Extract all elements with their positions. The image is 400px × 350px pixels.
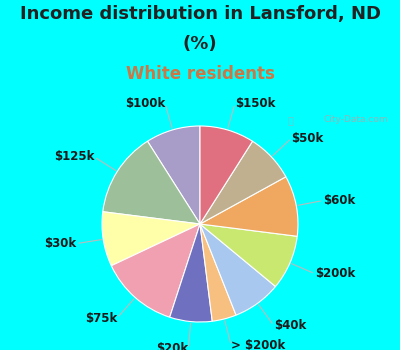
Wedge shape bbox=[170, 224, 212, 322]
Wedge shape bbox=[103, 141, 200, 224]
Wedge shape bbox=[200, 177, 298, 236]
Text: $150k: $150k bbox=[235, 97, 275, 110]
Text: $30k: $30k bbox=[44, 237, 76, 250]
Text: Income distribution in Lansford, ND: Income distribution in Lansford, ND bbox=[20, 5, 380, 23]
Text: > $200k: > $200k bbox=[231, 339, 286, 350]
Text: $20k: $20k bbox=[156, 342, 188, 350]
Wedge shape bbox=[102, 212, 200, 266]
Text: $125k: $125k bbox=[54, 150, 94, 163]
Wedge shape bbox=[200, 141, 286, 224]
Wedge shape bbox=[200, 126, 252, 224]
Wedge shape bbox=[200, 224, 297, 286]
Text: ⓘ: ⓘ bbox=[288, 115, 294, 125]
Wedge shape bbox=[148, 126, 200, 224]
Text: $200k: $200k bbox=[315, 267, 355, 280]
Text: $60k: $60k bbox=[323, 194, 356, 207]
Text: White residents: White residents bbox=[126, 65, 274, 83]
Text: City-Data.com: City-Data.com bbox=[323, 115, 388, 124]
Text: $40k: $40k bbox=[274, 319, 306, 332]
Text: $75k: $75k bbox=[85, 312, 117, 324]
Text: $100k: $100k bbox=[125, 97, 165, 110]
Wedge shape bbox=[200, 224, 236, 321]
Wedge shape bbox=[111, 224, 200, 317]
Text: $50k: $50k bbox=[292, 132, 324, 145]
Text: (%): (%) bbox=[183, 35, 217, 53]
Wedge shape bbox=[200, 224, 276, 315]
